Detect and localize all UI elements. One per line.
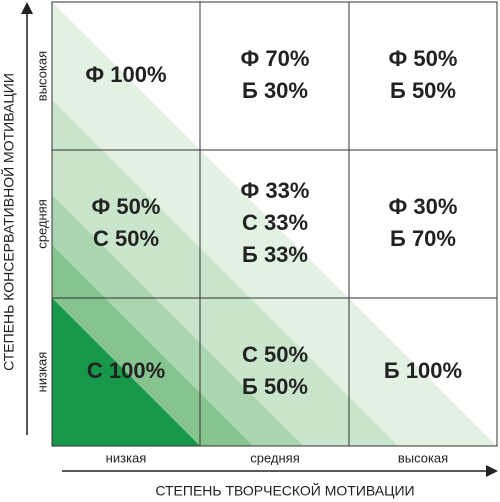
cell-text: С 33% <box>242 210 308 235</box>
y-axis-title: СТЕПЕНЬ КОНСЕРВАТИВНОЙ МОТИВАЦИИ <box>0 73 17 371</box>
cell-text: Ф 100% <box>85 62 166 87</box>
cell-text: Ф 50% <box>389 46 458 71</box>
cell-text: Б 70% <box>390 226 456 251</box>
x-label: низкая <box>106 450 147 465</box>
cell-text: Ф 50% <box>92 194 161 219</box>
cell-text: Б 33% <box>242 242 308 267</box>
cell-text: Б 50% <box>242 374 308 399</box>
band <box>52 298 200 446</box>
cell-text: Ф 70% <box>241 46 310 71</box>
x-label: высокая <box>398 450 448 465</box>
y-label: низкая <box>34 352 49 393</box>
cell-text: С 50% <box>242 342 308 367</box>
cell-text: С 50% <box>93 226 159 251</box>
green-bands <box>52 2 497 446</box>
y-label: высокая <box>34 51 49 101</box>
x-axis-title: СТЕПЕНЬ ТВОРЧЕСКОЙ МОТИВАЦИИ <box>155 482 414 499</box>
cell-text: Ф 30% <box>389 194 458 219</box>
y-label: средняя <box>34 199 49 249</box>
grid-border <box>51 1 498 447</box>
cell-text: Б 30% <box>242 78 308 103</box>
grid <box>51 1 498 447</box>
cell-text: Б 100% <box>384 358 462 383</box>
cell-text: Б 50% <box>390 78 456 103</box>
cell-text: Ф 33% <box>241 178 310 203</box>
cell-text: С 100% <box>87 358 165 383</box>
x-label: средняя <box>250 450 300 465</box>
